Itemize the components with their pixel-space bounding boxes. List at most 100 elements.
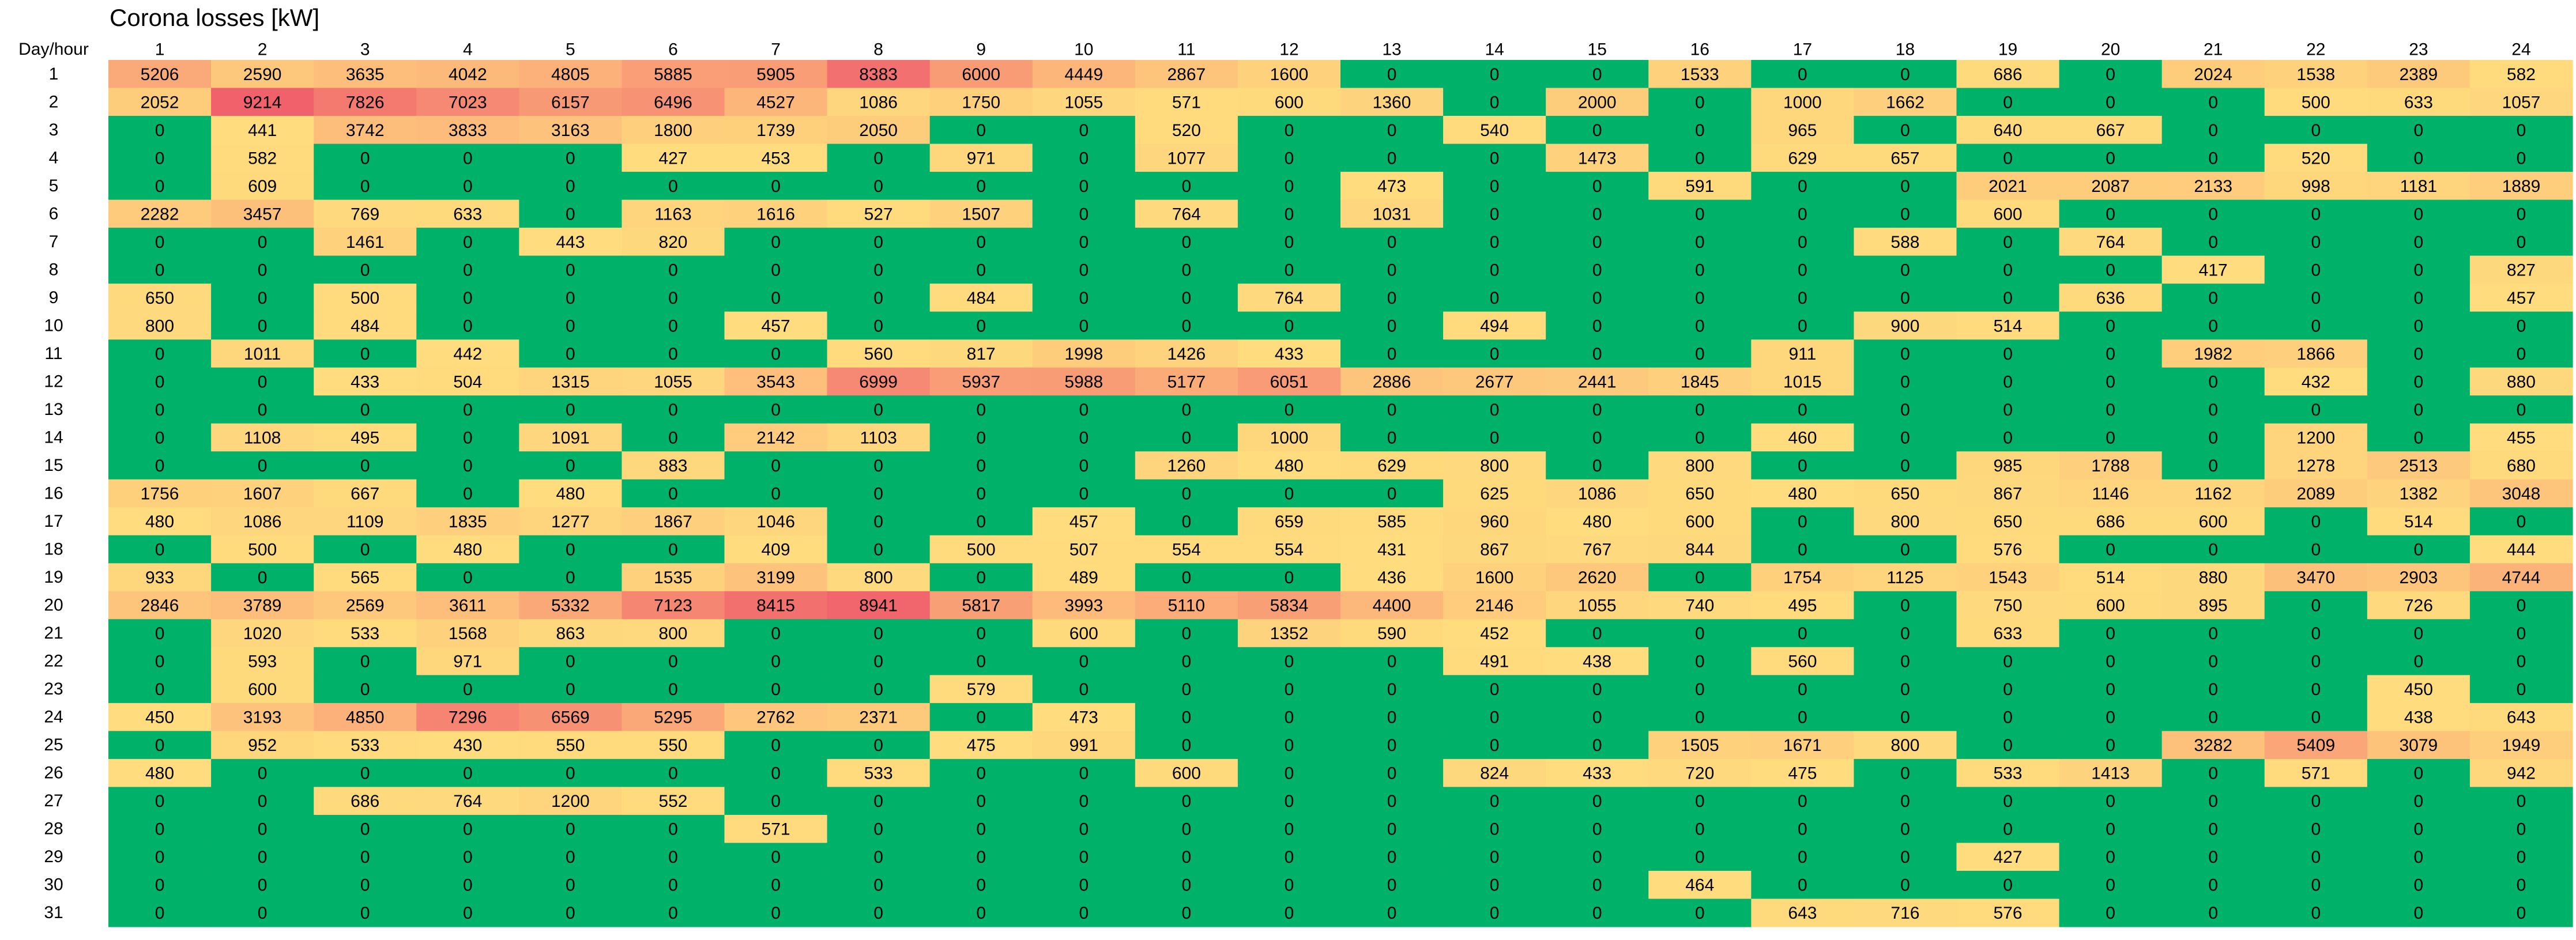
cell-value-label: 0: [668, 401, 678, 420]
heatmap-cell: [519, 591, 623, 620]
heatmap-cell: [314, 899, 417, 927]
cell-value-label: 0: [155, 820, 165, 839]
heatmap-cell: [2264, 535, 2368, 564]
heatmap-cell: [1237, 814, 1341, 844]
cell-value-label: 0: [873, 316, 883, 335]
row-header: 19: [44, 568, 63, 587]
heatmap-cell: [314, 731, 417, 760]
heatmap-cell: [1648, 172, 1752, 201]
heatmap-cell: [1854, 199, 1957, 228]
cell-value-label: 726: [2404, 597, 2433, 616]
heatmap-cell: [1956, 255, 2060, 284]
cell-value-label: 0: [1900, 401, 1910, 420]
column-header: 1: [155, 40, 165, 59]
cell-value-label: 0: [873, 680, 883, 699]
heatmap-cell: [1648, 423, 1752, 452]
cell-value-label: 0: [258, 764, 268, 783]
heatmap-cell: [2367, 423, 2470, 452]
heatmap-cell: [1443, 563, 1546, 592]
heatmap-cell: [519, 563, 623, 592]
heatmap-cell: [1546, 507, 1649, 536]
heatmap-cell: [1854, 535, 1957, 564]
cell-value-label: 0: [2003, 820, 2013, 839]
cell-value-label: 0: [155, 372, 165, 391]
cell-value-label: 4744: [2502, 568, 2541, 587]
heatmap-cell: [1237, 144, 1341, 172]
heatmap-cell: [2469, 228, 2573, 256]
cell-value-label: 1538: [2296, 65, 2335, 84]
cell-value-label: 1181: [2400, 177, 2438, 196]
heatmap-cell: [2469, 144, 2573, 172]
cell-value-label: 0: [1079, 428, 1089, 447]
cell-value-label: 1754: [1783, 568, 1822, 587]
heatmap-cell: [314, 787, 417, 816]
cell-value-label: 0: [2208, 372, 2218, 391]
heatmap-cell: [1956, 367, 2060, 396]
cell-value-label: 0: [258, 372, 268, 391]
cell-value-label: 0: [668, 289, 678, 308]
heatmap-cell: [314, 144, 417, 172]
cell-value-label: 0: [668, 261, 678, 280]
row-header: 16: [44, 484, 63, 503]
heatmap-cell: [1854, 284, 1957, 312]
column-header: 4: [463, 40, 473, 59]
heatmap-cell: [2264, 563, 2368, 592]
heatmap-cell: [1237, 60, 1341, 89]
cell-value-label: 883: [658, 456, 687, 475]
cell-value-label: 0: [771, 289, 781, 308]
heatmap-cell: [211, 367, 314, 396]
heatmap-cell: [519, 814, 623, 844]
cell-value-label: 0: [771, 736, 781, 755]
cell-value-label: 0: [566, 261, 575, 280]
cell-value-label: 6496: [654, 93, 692, 112]
heatmap-cell: [1648, 787, 1752, 816]
cell-value-label: 636: [2096, 289, 2125, 308]
heatmap-cell: [2161, 284, 2265, 312]
heatmap-cell: [108, 144, 212, 172]
cell-value-label: 5937: [962, 372, 1000, 391]
heatmap-cell: [622, 703, 725, 731]
cell-value-label: 494: [1480, 316, 1509, 335]
cell-value-label: 540: [1480, 121, 1509, 140]
cell-value-label: 0: [1900, 289, 1910, 308]
cell-value-label: 0: [2208, 624, 2218, 643]
cell-value-label: 960: [1480, 512, 1509, 531]
cell-value-label: 6569: [551, 708, 590, 727]
cell-value-label: 600: [1275, 93, 1304, 112]
heatmap-cell: [416, 479, 519, 508]
cell-value-label: 686: [351, 792, 379, 811]
row-header: 31: [44, 903, 63, 922]
heatmap-cell: [314, 255, 417, 284]
heatmap-cell: [1340, 591, 1444, 620]
heatmap-cell: [2469, 311, 2573, 340]
heatmap-cell: [108, 395, 212, 424]
cell-value-label: 0: [2208, 764, 2218, 783]
cell-value-label: 0: [566, 541, 575, 560]
cell-value-label: 1146: [2092, 485, 2129, 504]
heatmap-cell: [1032, 870, 1136, 900]
heatmap-cell: [1340, 284, 1444, 312]
heatmap-cell: [314, 675, 417, 704]
heatmap-cell: [622, 731, 725, 760]
heatmap-cell: [108, 60, 212, 89]
heatmap-cell: [1135, 367, 1238, 396]
heatmap-cell: [1237, 172, 1341, 201]
cell-value-label: 0: [771, 401, 781, 420]
heatmap-cell: [1546, 479, 1649, 508]
cell-value-label: 0: [1900, 848, 1910, 867]
heatmap-cell: [1032, 116, 1136, 145]
heatmap-cell: [827, 228, 931, 256]
row-header: 1: [49, 65, 59, 84]
cell-value-label: 2000: [1578, 93, 1617, 112]
heatmap-cell: [519, 758, 623, 788]
cell-value-label: 764: [2096, 233, 2125, 252]
cell-value-label: 591: [1685, 177, 1714, 196]
cell-value-label: 2282: [141, 205, 179, 224]
heatmap-cell: [1032, 199, 1136, 228]
heatmap-cell: [211, 899, 314, 927]
cell-value-label: 0: [2311, 792, 2321, 811]
cell-value-label: 0: [1387, 708, 1397, 727]
heatmap-cell: [2161, 647, 2265, 675]
heatmap-cell: [2059, 535, 2163, 564]
cell-value-label: 1949: [2502, 736, 2541, 755]
